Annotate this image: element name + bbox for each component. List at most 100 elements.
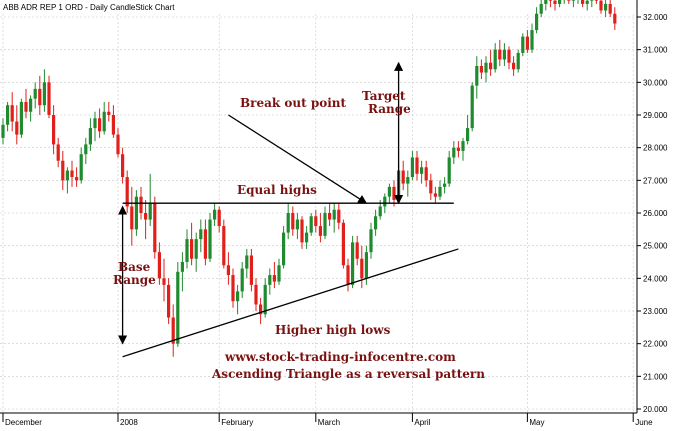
break-out-label: Break out point xyxy=(240,96,346,110)
x-tick-label: May xyxy=(529,418,544,427)
candle-body xyxy=(429,180,433,194)
candle-body xyxy=(530,30,534,50)
candle-body xyxy=(305,232,309,243)
candle-body xyxy=(341,222,345,266)
candle-body xyxy=(259,304,263,315)
candle-body xyxy=(134,196,138,230)
y-tick-label: 23.000 xyxy=(643,307,668,316)
candle-body xyxy=(157,252,161,279)
candle-body xyxy=(433,193,437,197)
candle-body xyxy=(493,49,497,70)
candle-body xyxy=(535,13,539,31)
candle-body xyxy=(199,229,203,240)
candle-body xyxy=(61,160,65,181)
candle-body xyxy=(553,0,557,4)
candle-body xyxy=(139,196,143,213)
candle-body xyxy=(33,88,37,99)
candle-body xyxy=(337,209,341,223)
annotation-lines xyxy=(118,61,459,358)
candle-body xyxy=(392,186,396,200)
candle-body xyxy=(346,265,350,285)
candle-body xyxy=(401,170,405,184)
y-tick-label: 21.000 xyxy=(643,372,668,381)
candle-body xyxy=(475,66,479,86)
candle-body xyxy=(525,36,529,50)
candle-body xyxy=(378,206,382,217)
candle-body xyxy=(231,275,235,302)
y-tick-label: 24.000 xyxy=(643,274,668,283)
candle-body xyxy=(516,52,520,70)
candle-body xyxy=(148,203,152,220)
y-tick-label: 27.000 xyxy=(643,176,668,185)
candle-body xyxy=(594,0,598,1)
candle-body xyxy=(364,252,368,279)
breakout-arrow xyxy=(228,114,368,204)
candle-body xyxy=(539,3,543,14)
candle-body xyxy=(167,284,171,318)
candle-body xyxy=(70,170,74,178)
candle-body xyxy=(226,265,230,276)
candle-body xyxy=(360,258,364,279)
candle-body xyxy=(581,0,585,4)
candle-body xyxy=(84,144,88,155)
y-tick-label: 26.000 xyxy=(643,209,668,218)
candle-body xyxy=(355,242,359,259)
candle-body xyxy=(599,0,603,11)
candle-body xyxy=(222,226,226,266)
x-tick-label: March xyxy=(318,418,340,427)
candle-body xyxy=(208,219,212,259)
y-tick-label: 20.000 xyxy=(643,405,668,414)
higher-lows-label: Higher high lows xyxy=(275,323,391,337)
candle-body xyxy=(548,0,552,1)
candle-body xyxy=(286,213,290,233)
candle-body xyxy=(415,157,419,174)
candle-body xyxy=(176,271,180,344)
website-label: www.stock-trading-infocentre.com xyxy=(224,350,456,364)
candle-body xyxy=(420,167,424,174)
candle-body xyxy=(489,62,493,70)
candle-body xyxy=(254,284,258,305)
candle-body xyxy=(498,49,502,60)
candle-body xyxy=(387,186,391,197)
candle-body xyxy=(190,239,194,259)
candle-body xyxy=(75,177,79,181)
equal-highs-label: Equal highs xyxy=(237,183,317,197)
chart-title: ABB ADR REP 1 ORD - Daily CandleStick Ch… xyxy=(3,3,175,12)
candle-body xyxy=(194,239,198,259)
candle-body xyxy=(295,219,299,230)
y-tick-label: 32.000 xyxy=(643,13,668,22)
pattern-subtitle: Ascending Triangle as a reversal pattern xyxy=(211,367,485,381)
target-range-label-line2: Range xyxy=(368,102,411,116)
candle-body xyxy=(328,213,332,220)
candle-body xyxy=(484,62,488,73)
candle-body xyxy=(383,196,387,207)
candle-body xyxy=(461,141,465,151)
candle-body xyxy=(38,88,42,106)
y-tick-label: 29.000 xyxy=(643,111,668,120)
candle-body xyxy=(323,213,327,236)
gridlines xyxy=(0,14,637,413)
candle-body xyxy=(98,118,102,132)
candle-body xyxy=(585,0,589,4)
base-range-label-line2: Range xyxy=(113,273,156,287)
candles xyxy=(1,0,617,357)
candle-body xyxy=(466,128,470,142)
base-range-label-line1: Base xyxy=(118,260,151,274)
candle-body xyxy=(56,144,60,161)
candle-body xyxy=(263,284,267,315)
candle-body xyxy=(443,183,447,187)
candle-body xyxy=(240,268,244,292)
candle-body xyxy=(438,186,442,197)
candle-body xyxy=(369,229,373,253)
candle-body xyxy=(65,170,69,181)
y-tick-label: 28.000 xyxy=(643,144,668,153)
candle-body xyxy=(107,111,111,115)
candle-body xyxy=(424,167,428,181)
candle-body xyxy=(410,157,414,178)
candle-body xyxy=(590,0,594,1)
x-tick-label: June xyxy=(635,418,653,427)
candle-body xyxy=(604,3,608,11)
candle-body xyxy=(470,85,474,129)
candle-body xyxy=(544,0,548,4)
